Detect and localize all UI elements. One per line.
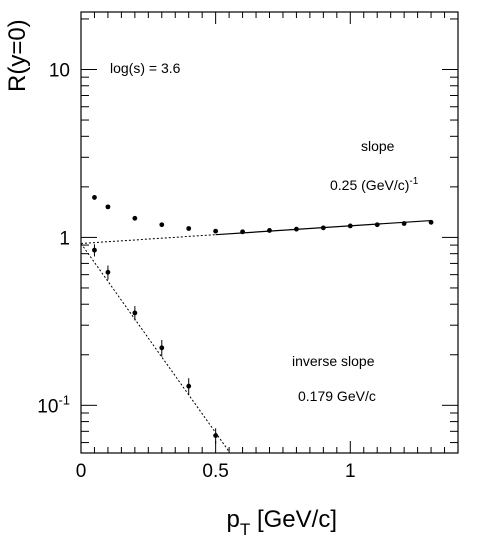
x-axis-title-p: p xyxy=(227,506,240,533)
lower-data-point xyxy=(132,310,138,316)
upper-data-point xyxy=(374,222,380,228)
upper-data-point xyxy=(132,215,138,221)
axis-ticks xyxy=(80,12,459,453)
upper-data-point xyxy=(428,219,434,225)
upper-data-point xyxy=(159,222,165,228)
slope-annotation-title: slope xyxy=(361,138,395,154)
slope-annotation-value: 0.25 (GeV/c)-1 xyxy=(330,176,419,193)
lower-data-point xyxy=(159,345,165,351)
x-tick-label: 1 xyxy=(345,461,356,482)
upper-data-point xyxy=(401,221,407,226)
upper-data-point xyxy=(347,223,353,229)
upper-data-point xyxy=(213,228,219,234)
inverse-slope-fit-line xyxy=(80,243,230,452)
x-tick-label: 0 xyxy=(76,461,87,482)
fit-lines xyxy=(80,219,432,452)
y-tick-base: 10 xyxy=(37,396,58,417)
energy-annotation: log(s) = 3.6 xyxy=(110,60,181,76)
upper-data-point xyxy=(294,226,299,232)
slope-value: 0.25 (GeV/c) xyxy=(330,177,409,193)
x-axis-title-subscript: T xyxy=(240,520,250,539)
upper-data-point xyxy=(320,225,326,231)
inverse-slope-annotation-value: 0.179 GeV/c xyxy=(298,388,376,404)
y-tick-label: 10 xyxy=(49,60,70,81)
y-axis-title: R(y=0) xyxy=(4,19,31,92)
y-tick-label: 1 xyxy=(59,228,70,249)
lower-data-point xyxy=(92,247,97,253)
slope-exponent: -1 xyxy=(409,176,418,187)
y-tick-base: 1 xyxy=(59,228,70,249)
lower-data-point xyxy=(105,269,111,275)
y-tick-label: 10-1 xyxy=(37,392,70,417)
x-axis-title-unit: [GeV/c] xyxy=(250,506,337,533)
y-tick-base: 10 xyxy=(49,60,70,81)
lower-data-point xyxy=(213,433,219,439)
y-tick-exponent: -1 xyxy=(58,392,70,407)
lower-data-point xyxy=(186,383,192,389)
upper-data-point xyxy=(105,204,111,210)
x-tick-label: 0.5 xyxy=(202,461,228,482)
upper-data-point xyxy=(186,226,192,231)
x-axis-title: pT [GeV/c] xyxy=(227,506,337,539)
data-points xyxy=(92,195,434,444)
upper-data-point xyxy=(267,228,272,233)
upper-data-point xyxy=(92,195,97,200)
inverse-slope-annotation-title: inverse slope xyxy=(292,353,375,369)
upper-data-point xyxy=(240,229,245,235)
slope-fit-extension-line xyxy=(80,234,216,244)
